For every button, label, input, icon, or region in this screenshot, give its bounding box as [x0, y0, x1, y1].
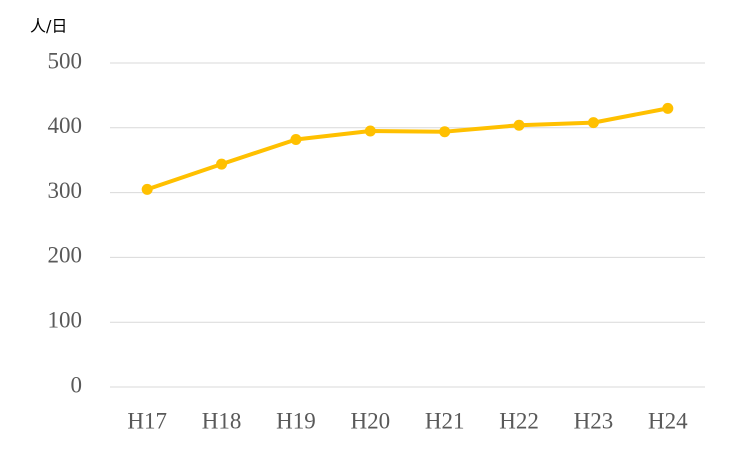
y-tick-label: 500: [48, 48, 83, 73]
x-tick-label: H21: [425, 408, 465, 433]
marker: [364, 125, 376, 137]
y-tick-label: 0: [71, 372, 83, 397]
x-tick-label: H20: [351, 408, 391, 433]
x-tick-label: H19: [276, 408, 316, 433]
x-tick-label: H23: [574, 408, 614, 433]
marker: [513, 119, 525, 131]
marker: [587, 117, 599, 129]
x-tick-label: H17: [127, 408, 167, 433]
marker: [290, 133, 302, 145]
y-tick-label: 200: [48, 243, 83, 268]
marker: [662, 102, 674, 114]
y-tick-label: 100: [48, 307, 83, 332]
line: [146, 106, 669, 192]
x-tick-label: H24: [648, 408, 688, 433]
marker: [216, 158, 228, 170]
marker: [141, 183, 153, 195]
x-tick-label: H18: [202, 408, 242, 433]
marker: [439, 126, 451, 138]
y-axis-label: 人/日: [30, 17, 67, 36]
x-tick-label: H22: [499, 408, 539, 433]
y-tick-label: 300: [48, 178, 83, 203]
y-tick-label: 400: [48, 113, 83, 138]
